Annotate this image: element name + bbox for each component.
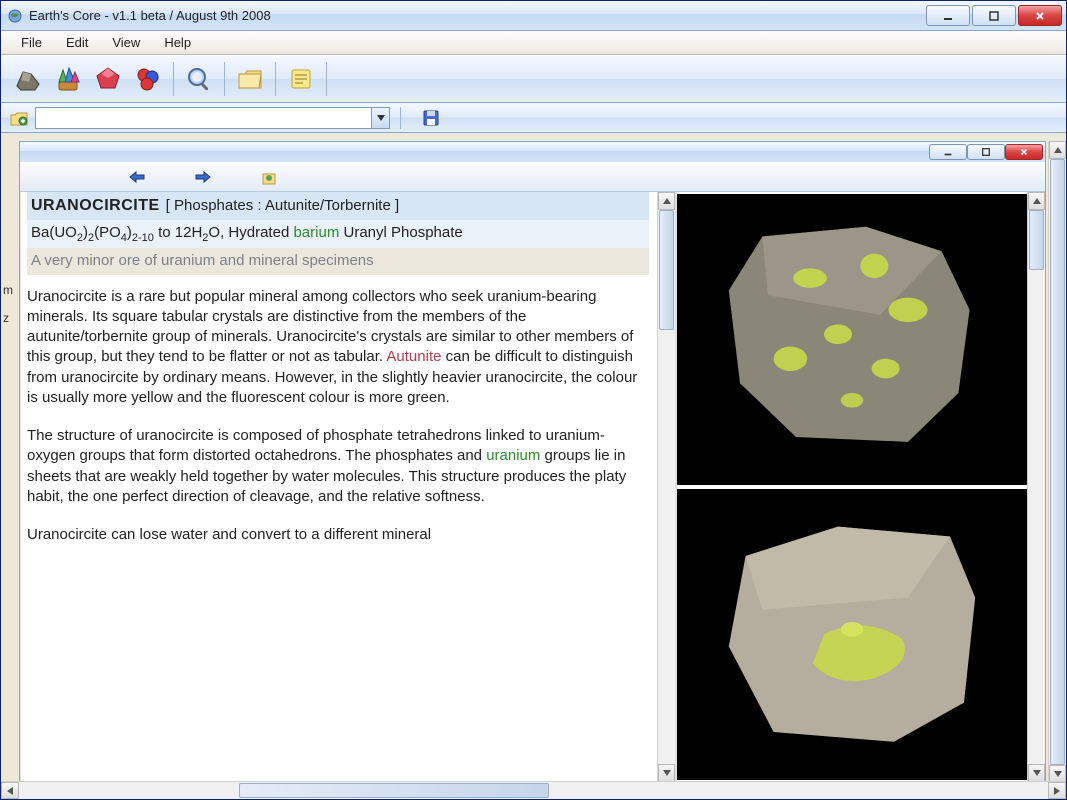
path-combo[interactable] <box>35 107 390 129</box>
text-pane: URANOCIRCITE [ Phosphates : Autunite/Tor… <box>21 192 675 782</box>
side-label: z <box>3 311 9 325</box>
element-link[interactable]: barium <box>293 224 339 241</box>
titlebar[interactable]: Earth's Core - v1.1 beta / August 9th 20… <box>1 1 1066 31</box>
minimize-button[interactable] <box>926 5 970 26</box>
folder-icon[interactable] <box>9 109 29 127</box>
image-column <box>677 192 1027 782</box>
maximize-button[interactable] <box>972 5 1016 26</box>
toolbar-separator <box>326 62 327 96</box>
image-scrollbar[interactable] <box>1027 192 1045 782</box>
atoms-tool-button[interactable] <box>129 60 167 98</box>
mdi-close-button[interactable] <box>1005 144 1043 160</box>
gem-tool-button[interactable] <box>89 60 127 98</box>
back-button[interactable] <box>128 170 146 184</box>
main-window: Earth's Core - v1.1 beta / August 9th 20… <box>0 0 1067 800</box>
toolbar-separator <box>224 62 225 96</box>
app-icon <box>7 8 23 24</box>
mdi-body: URANOCIRCITE [ Phosphates : Autunite/Tor… <box>20 192 1045 782</box>
search-tool-button[interactable] <box>180 60 218 98</box>
path-input[interactable] <box>36 108 371 128</box>
mdi-child-window: URANOCIRCITE [ Phosphates : Autunite/Tor… <box>19 141 1046 783</box>
mineral-photo[interactable] <box>677 489 1027 780</box>
save-icon[interactable] <box>423 110 439 126</box>
toolbar-separator <box>275 62 276 96</box>
scroll-track[interactable] <box>1049 159 1066 765</box>
scroll-up-button[interactable] <box>658 192 675 210</box>
toolbar-separator <box>400 107 401 129</box>
scroll-up-button[interactable] <box>1049 141 1066 159</box>
scroll-track[interactable] <box>658 210 675 764</box>
mineral-link[interactable]: Autunite <box>386 348 441 365</box>
client-scrollbar[interactable] <box>1048 141 1066 783</box>
mineral-class: [ Phosphates : Autunite/Torbernite ] <box>166 196 399 216</box>
paragraph: Uranocircite is a rare but popular miner… <box>27 287 649 409</box>
text-scrollbar[interactable] <box>657 192 675 782</box>
mineral-subhead: A very minor ore of uranium and mineral … <box>27 248 649 274</box>
mineral-photo[interactable] <box>677 194 1027 485</box>
addressbar <box>1 103 1066 133</box>
paragraph: Uranocircite can lose water and convert … <box>27 525 649 545</box>
forward-button[interactable] <box>194 170 212 184</box>
menu-help[interactable]: Help <box>154 33 201 52</box>
menu-file[interactable]: File <box>11 33 52 52</box>
close-button[interactable] <box>1018 5 1062 26</box>
mineral-name: URANOCIRCITE <box>31 195 160 217</box>
formula: Ba(UO2)2(PO4)2-10 to 12H2O, Hydrated bar… <box>27 220 649 249</box>
mdi-maximize-button[interactable] <box>967 144 1005 160</box>
notes-tool-button[interactable] <box>282 60 320 98</box>
scroll-down-button[interactable] <box>1028 764 1045 782</box>
client-area: m z URANOCIRCITE [ P <box>1 133 1066 799</box>
mineral-header: URANOCIRCITE [ Phosphates : Autunite/Tor… <box>27 192 649 220</box>
scroll-thumb[interactable] <box>1050 159 1065 765</box>
combo-dropdown-button[interactable] <box>371 108 389 128</box>
folder-tool-button[interactable] <box>231 60 269 98</box>
scroll-up-button[interactable] <box>1028 192 1045 210</box>
window-controls <box>926 5 1062 26</box>
menu-edit[interactable]: Edit <box>56 33 98 52</box>
article-content: URANOCIRCITE [ Phosphates : Autunite/Tor… <box>21 192 657 782</box>
window-title: Earth's Core - v1.1 beta / August 9th 20… <box>29 8 926 23</box>
toolbar <box>1 55 1066 103</box>
mdi-titlebar[interactable] <box>20 142 1045 162</box>
scroll-track[interactable] <box>1028 210 1045 764</box>
client-hscrollbar[interactable] <box>1 781 1066 799</box>
element-link[interactable]: uranium <box>486 447 540 464</box>
mdi-navbar <box>20 162 1045 192</box>
scroll-thumb[interactable] <box>659 210 674 330</box>
menu-view[interactable]: View <box>102 33 150 52</box>
scroll-left-button[interactable] <box>1 782 19 799</box>
scroll-track[interactable] <box>19 782 1048 799</box>
image-pane <box>675 192 1045 782</box>
mdi-minimize-button[interactable] <box>929 144 967 160</box>
home-icon[interactable] <box>260 169 278 185</box>
paragraph: The structure of uranocircite is compose… <box>27 426 649 507</box>
scroll-thumb[interactable] <box>239 783 549 798</box>
scroll-right-button[interactable] <box>1048 782 1066 799</box>
scroll-thumb[interactable] <box>1029 210 1044 270</box>
rocks-tool-button[interactable] <box>9 60 47 98</box>
menubar: File Edit View Help <box>1 31 1066 55</box>
scroll-down-button[interactable] <box>658 764 675 782</box>
crystals-tool-button[interactable] <box>49 60 87 98</box>
toolbar-separator <box>173 62 174 96</box>
side-label: m <box>3 283 13 297</box>
